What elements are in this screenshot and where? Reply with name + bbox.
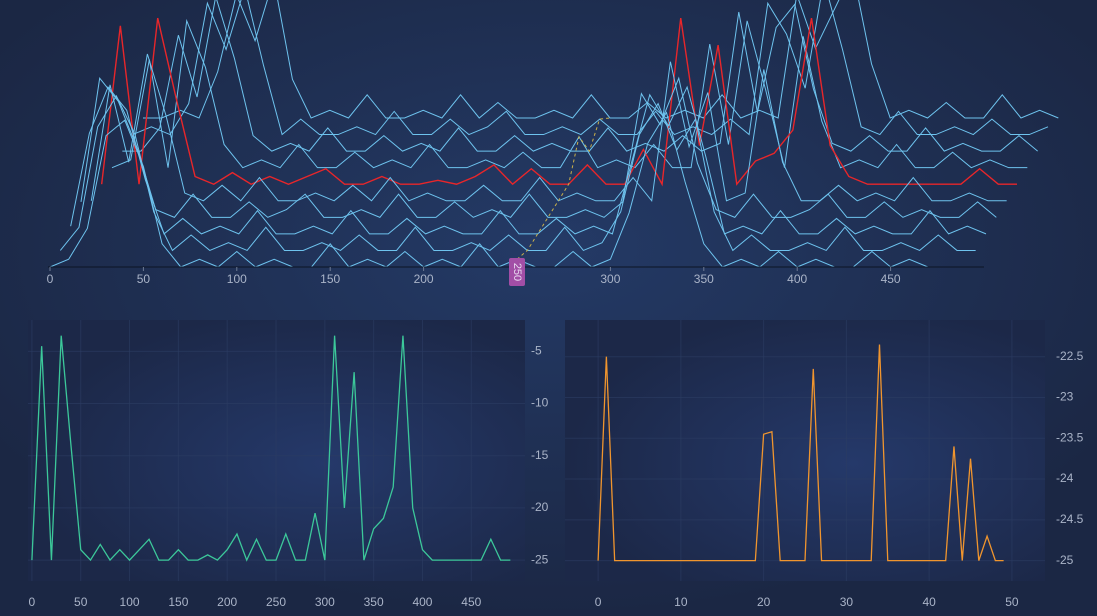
y-tick-label: -5 bbox=[531, 343, 542, 357]
y-tick-label: -22.5 bbox=[1056, 349, 1084, 363]
x-tick-label: 100 bbox=[120, 595, 140, 609]
x-tick-label: 50 bbox=[1005, 595, 1019, 609]
charts: 0 50 100 150 200 300 350 400 450250-5-10-15-20-2… bbox=[28, 0, 1084, 609]
y-tick-label: -23 bbox=[1056, 390, 1074, 404]
x-tick-label: 0 bbox=[47, 272, 54, 286]
cursor-label: 250 bbox=[511, 263, 523, 281]
spectrum bbox=[49, 111, 966, 268]
spectrum bbox=[59, 94, 976, 252]
x-tick-label: 350 bbox=[694, 272, 714, 286]
cursor-marker bbox=[509, 258, 525, 286]
x-tick-label: 450 bbox=[461, 595, 481, 609]
spectrum bbox=[80, 76, 997, 218]
x-tick-label: 150 bbox=[168, 595, 188, 609]
y-tick-label: -15 bbox=[531, 448, 549, 462]
spectrum bbox=[90, 53, 1007, 202]
x-tick-label: 0 bbox=[29, 595, 36, 609]
x-tick-label: 40 bbox=[922, 595, 936, 609]
spectrum bbox=[111, 18, 1028, 169]
x-tick-label: 100 bbox=[227, 272, 247, 286]
x-tick-label: 20 bbox=[757, 595, 771, 609]
y-tick-label: -10 bbox=[531, 396, 549, 410]
x-tick-label: 300 bbox=[600, 272, 620, 286]
y-tick-label: -25 bbox=[531, 552, 549, 566]
spectrum bbox=[70, 85, 987, 235]
x-tick-label: 250 bbox=[266, 595, 286, 609]
x-tick-label: 300 bbox=[315, 595, 335, 609]
plot-area-right bbox=[565, 320, 1045, 581]
x-tick-label: 0 bbox=[595, 595, 602, 609]
x-tick-label: 30 bbox=[840, 595, 854, 609]
cursor-slice bbox=[516, 117, 611, 260]
series-line bbox=[597, 344, 1004, 562]
series-line bbox=[31, 335, 511, 562]
spectrum bbox=[143, 0, 1059, 119]
x-tick-label: 400 bbox=[412, 595, 432, 609]
x-tick-label: 350 bbox=[364, 595, 384, 609]
x-tick-label: 450 bbox=[881, 272, 901, 286]
highlight-spectrum bbox=[100, 17, 1017, 187]
spectrum bbox=[122, 0, 1038, 152]
y-tick-label: -24.5 bbox=[1056, 512, 1084, 526]
x-tick-label: 50 bbox=[74, 595, 88, 609]
x-tick-label: 150 bbox=[320, 272, 340, 286]
y-tick-label: -23.5 bbox=[1056, 430, 1084, 444]
y-tick-label: -24 bbox=[1056, 471, 1074, 485]
x-tick-label: 400 bbox=[787, 272, 807, 286]
x-tick-label: 50 bbox=[137, 272, 151, 286]
y-tick-label: -25 bbox=[1056, 553, 1074, 567]
y-tick-label: -20 bbox=[531, 500, 549, 514]
x-tick-label: 10 bbox=[674, 595, 688, 609]
x-tick-label: 200 bbox=[217, 595, 237, 609]
spectrum bbox=[132, 0, 1049, 136]
x-tick-label: 200 bbox=[414, 272, 434, 286]
